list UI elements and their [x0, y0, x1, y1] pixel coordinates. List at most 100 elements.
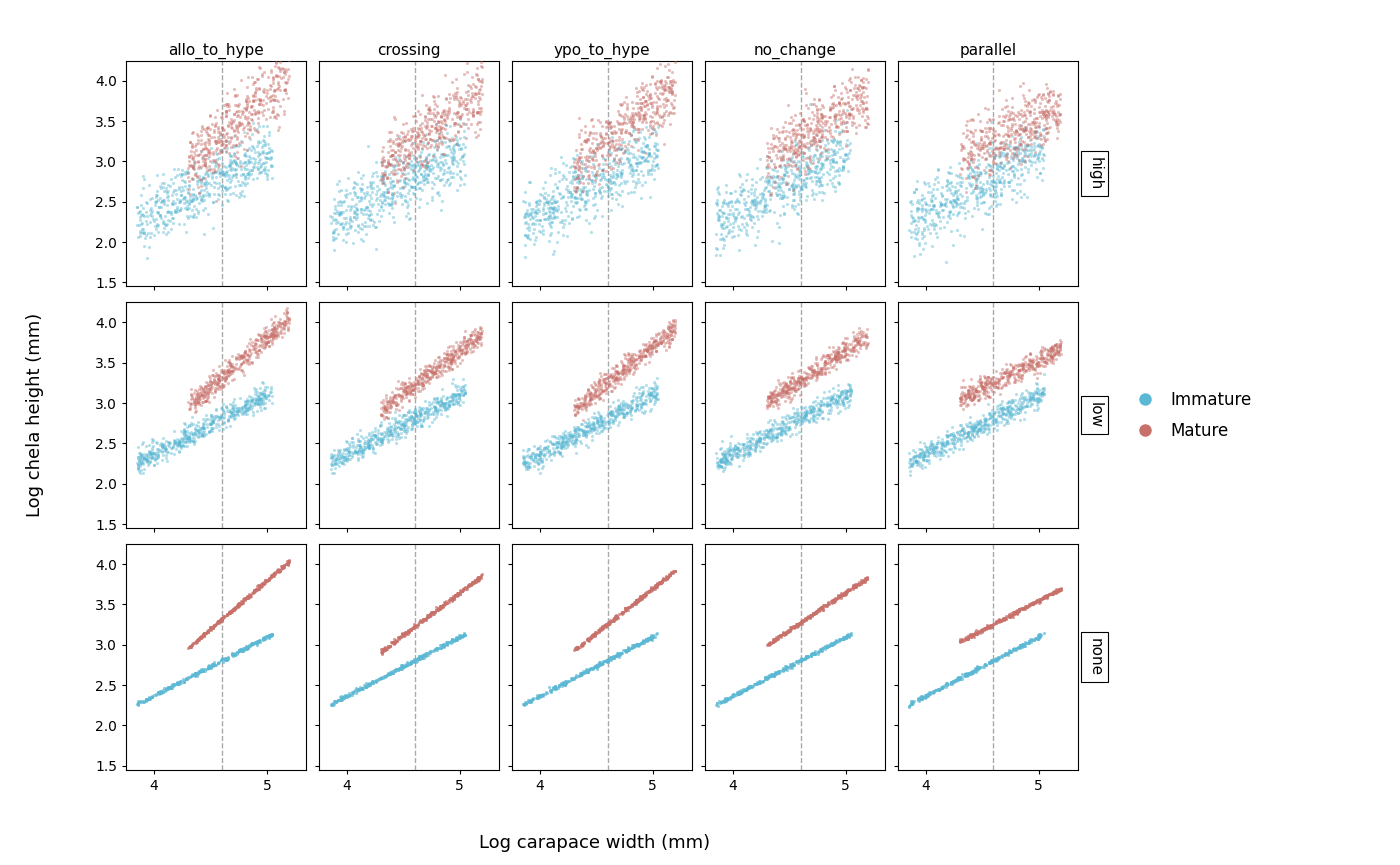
- Point: [1044, 337, 1067, 351]
- Point: [955, 431, 977, 445]
- Point: [855, 341, 878, 355]
- Point: [923, 222, 945, 236]
- Point: [421, 359, 444, 373]
- Point: [1025, 131, 1047, 145]
- Point: [1014, 114, 1036, 128]
- Point: [584, 625, 606, 639]
- Point: [512, 458, 535, 471]
- Point: [769, 158, 791, 172]
- Point: [598, 417, 620, 431]
- Point: [1025, 631, 1047, 645]
- Point: [269, 312, 291, 326]
- Point: [255, 145, 277, 159]
- Point: [595, 617, 617, 631]
- Point: [955, 399, 977, 413]
- Point: [826, 388, 848, 401]
- Point: [402, 163, 424, 177]
- Point: [165, 442, 188, 456]
- Point: [979, 163, 1001, 176]
- Point: [958, 426, 980, 439]
- Point: [756, 637, 778, 650]
- Point: [169, 675, 192, 689]
- Point: [998, 400, 1021, 413]
- Point: [458, 578, 480, 592]
- Point: [151, 441, 174, 455]
- Point: [468, 328, 490, 342]
- Point: [424, 365, 447, 379]
- Point: [567, 640, 589, 654]
- Point: [343, 199, 365, 213]
- Point: [816, 397, 839, 411]
- Point: [417, 123, 440, 137]
- Point: [214, 181, 237, 195]
- Point: [203, 618, 225, 632]
- Point: [1015, 349, 1037, 363]
- Point: [956, 150, 979, 163]
- Point: [427, 184, 449, 198]
- Point: [724, 195, 746, 208]
- Point: [147, 206, 169, 220]
- Point: [958, 667, 980, 681]
- Point: [364, 421, 386, 435]
- Point: [356, 440, 378, 454]
- Point: [980, 131, 1002, 145]
- Point: [452, 101, 475, 115]
- Point: [403, 382, 426, 396]
- Point: [991, 401, 1014, 415]
- Point: [855, 95, 878, 109]
- Point: [846, 579, 868, 593]
- Point: [631, 380, 654, 394]
- Point: [329, 689, 351, 703]
- Point: [393, 660, 416, 674]
- Point: [216, 134, 238, 148]
- Point: [567, 170, 589, 184]
- Point: [126, 458, 148, 472]
- Point: [169, 202, 192, 216]
- Point: [167, 677, 189, 691]
- Point: [223, 401, 245, 415]
- Point: [655, 572, 678, 586]
- Point: [827, 164, 850, 178]
- Point: [945, 168, 967, 182]
- Point: [585, 626, 608, 640]
- Point: [351, 445, 374, 459]
- Point: [574, 134, 596, 148]
- Point: [1007, 606, 1029, 620]
- Point: [718, 441, 741, 455]
- Point: [769, 388, 791, 401]
- Point: [582, 159, 605, 173]
- Point: [200, 408, 223, 422]
- Point: [360, 182, 382, 195]
- Point: [405, 140, 427, 154]
- Point: [417, 395, 440, 409]
- Point: [538, 445, 560, 459]
- Point: [949, 427, 972, 441]
- Point: [1008, 362, 1030, 376]
- Point: [466, 574, 489, 588]
- Point: [214, 353, 237, 367]
- Point: [661, 321, 683, 335]
- Point: [253, 387, 276, 400]
- Point: [619, 405, 641, 419]
- Point: [1019, 105, 1042, 119]
- Point: [183, 139, 206, 153]
- Point: [393, 658, 416, 672]
- Point: [168, 432, 190, 446]
- Point: [237, 70, 259, 84]
- Point: [749, 675, 771, 689]
- Point: [634, 349, 657, 363]
- Point: [654, 329, 676, 343]
- Point: [452, 582, 475, 596]
- Point: [126, 457, 148, 471]
- Point: [829, 354, 851, 368]
- Point: [441, 593, 463, 607]
- Point: [570, 161, 592, 175]
- Point: [442, 92, 465, 106]
- Point: [601, 134, 623, 148]
- Point: [949, 634, 972, 648]
- Point: [965, 426, 987, 440]
- Point: [643, 383, 665, 397]
- Point: [332, 451, 354, 465]
- Point: [980, 115, 1002, 129]
- Point: [644, 579, 666, 593]
